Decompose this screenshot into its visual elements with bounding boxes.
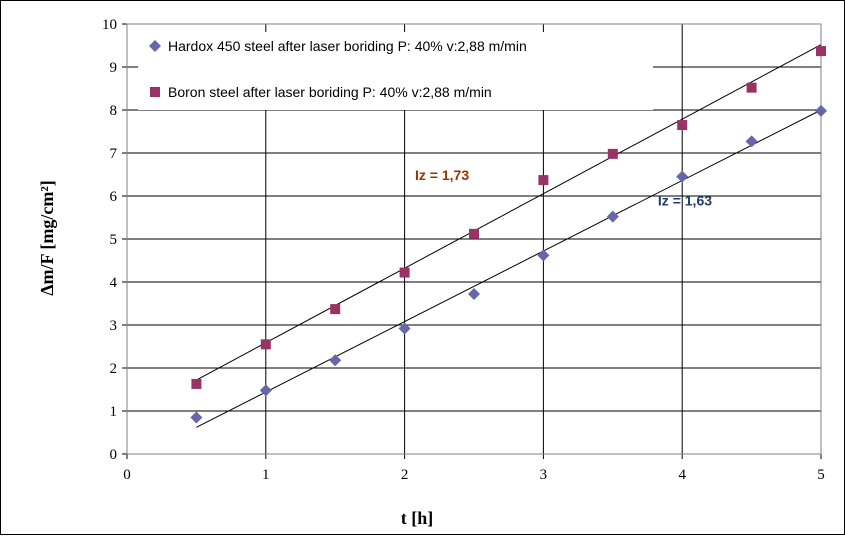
y-tick-label: 0 bbox=[110, 447, 118, 463]
data-point bbox=[746, 82, 757, 93]
legend-marker bbox=[150, 87, 160, 97]
x-tick-label: 4 bbox=[678, 467, 686, 483]
x-tick-label: 2 bbox=[401, 467, 409, 483]
data-point bbox=[399, 267, 410, 278]
data-point bbox=[676, 170, 689, 183]
data-point bbox=[607, 148, 618, 159]
data-point bbox=[815, 104, 827, 117]
data-point bbox=[191, 378, 202, 389]
plot-area bbox=[126, 23, 822, 455]
legend-label: Boron steel after laser boriding P: 40% … bbox=[168, 84, 492, 100]
y-tick-label: 3 bbox=[110, 318, 118, 334]
data-point bbox=[259, 384, 272, 397]
x-axis-title: t [h] bbox=[401, 508, 434, 528]
data-point bbox=[606, 210, 619, 223]
data-points bbox=[190, 46, 827, 424]
data-point bbox=[745, 135, 758, 148]
y-tick-label: 4 bbox=[110, 275, 118, 291]
trendline bbox=[196, 109, 822, 428]
annotations: Iz = 1,63 Iz = 1,73 bbox=[415, 167, 712, 208]
y-axis-title: Δm/F [mg/cm²] bbox=[37, 180, 57, 295]
y-tick-label: 5 bbox=[110, 232, 118, 248]
trendlines bbox=[196, 44, 822, 428]
x-tick-label: 3 bbox=[540, 467, 548, 483]
x-tick-label: 1 bbox=[262, 467, 270, 483]
data-point bbox=[677, 120, 688, 131]
iz-annotation: Iz = 1,73 bbox=[415, 167, 469, 183]
legend-marker bbox=[149, 40, 161, 52]
data-point bbox=[190, 411, 203, 424]
trendline bbox=[196, 44, 822, 381]
legend-box bbox=[138, 32, 653, 110]
y-tick-label: 10 bbox=[102, 17, 117, 33]
y-tick-label: 9 bbox=[110, 60, 118, 76]
y-tick-label: 6 bbox=[110, 189, 118, 205]
tick-labels: 0 1 2 3 4 5 6 7 8 9 10 0 1 2 3 4 5 bbox=[102, 17, 825, 483]
y-tick-label: 1 bbox=[110, 404, 118, 420]
x-tick-label: 0 bbox=[123, 467, 131, 483]
data-point bbox=[260, 339, 271, 350]
data-point bbox=[469, 228, 479, 239]
iz-annotation: Iz = 1,63 bbox=[658, 192, 712, 208]
y-tick-label: 7 bbox=[110, 146, 118, 162]
data-point bbox=[330, 304, 341, 315]
data-point bbox=[816, 46, 826, 57]
legend-label: Hardox 450 steel after laser boriding P:… bbox=[168, 38, 527, 54]
y-tick-label: 8 bbox=[110, 103, 118, 119]
x-tick-label: 5 bbox=[817, 467, 825, 483]
y-tick-label: 2 bbox=[110, 361, 118, 377]
data-point bbox=[398, 322, 411, 335]
data-point bbox=[329, 354, 342, 367]
data-point bbox=[537, 249, 550, 262]
legend: Hardox 450 steel after laser boriding P:… bbox=[138, 32, 653, 110]
data-point bbox=[468, 288, 480, 301]
data-point bbox=[538, 175, 549, 186]
